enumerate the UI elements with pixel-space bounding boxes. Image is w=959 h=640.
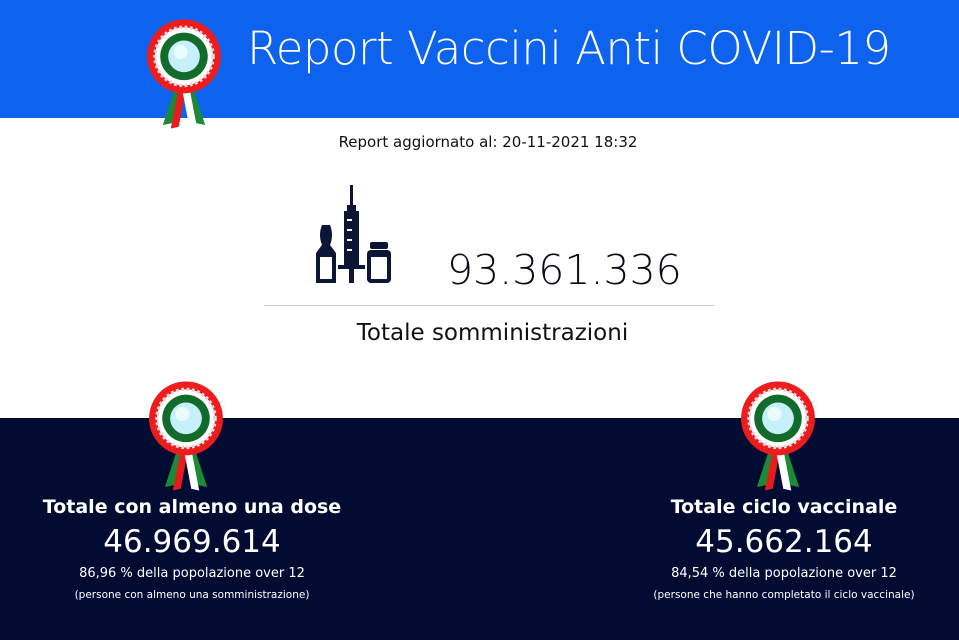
divider: [264, 305, 714, 306]
stat-title: Totale ciclo vaccinale: [670, 496, 898, 518]
stat-title: Totale con almeno una dose: [42, 496, 342, 518]
page-title: Report Vaccini Anti COVID-19: [247, 22, 891, 75]
stat-value: 46.969.614: [103, 524, 281, 560]
italian-rosette-icon: [140, 10, 228, 138]
stat-note: (persone che hanno completato il ciclo v…: [653, 589, 915, 601]
header-banner: Report Vaccini Anti COVID-19: [0, 0, 959, 118]
stats-section: [0, 418, 959, 640]
total-administrations-value: 93.361.336: [447, 246, 682, 294]
stat-note: (persone con almeno una somministrazione…: [74, 589, 310, 601]
stat-value: 45.662.164: [695, 524, 873, 560]
vaccine-vials-syringe-icon: [316, 185, 391, 283]
italian-rosette-icon: [734, 372, 822, 500]
stat-full-cycle: Totale ciclo vaccinale 45.662.164 84,54 …: [604, 496, 959, 601]
stat-percent: 84,54 % della popolazione over 12: [671, 566, 897, 581]
italian-rosette-icon: [142, 372, 230, 500]
stat-at-least-one-dose: Totale con almeno una dose 46.969.614 86…: [12, 496, 372, 601]
total-administrations-label: Totale somministrazioni: [356, 320, 629, 346]
last-updated: Report aggiornato al: 20-11-2021 18:32: [338, 133, 638, 151]
stat-percent: 86,96 % della popolazione over 12: [79, 566, 305, 581]
